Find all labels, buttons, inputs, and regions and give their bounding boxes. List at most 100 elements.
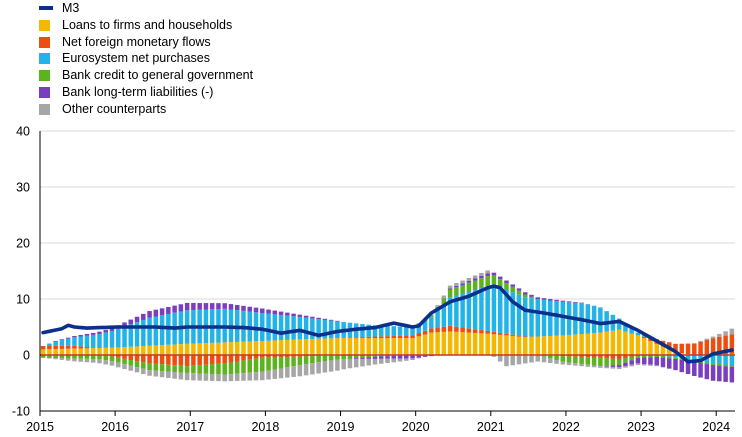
bar-segment [485, 286, 490, 331]
x-tick-label: 2018 [251, 420, 279, 434]
bar-segment [673, 343, 678, 353]
bar-segment [228, 374, 234, 382]
bar-segment [391, 338, 397, 355]
bar-segment [516, 290, 522, 295]
bar-segment [510, 292, 515, 335]
bar-segment [704, 364, 710, 380]
bar-segment [460, 285, 465, 294]
bar-segment [667, 358, 672, 369]
bar-segment [635, 332, 641, 336]
bar-segment [623, 323, 628, 332]
bar-segment [247, 372, 253, 381]
bar-segment [122, 358, 127, 365]
bar-segment [529, 355, 534, 363]
bar-segment [560, 335, 566, 355]
bar-segment [497, 332, 503, 335]
bar-segment [466, 332, 472, 355]
bar-segment [416, 333, 422, 337]
bar-segment [128, 319, 134, 325]
bar-segment [591, 357, 597, 366]
bar-segment [147, 311, 152, 318]
bar-segment [166, 364, 171, 372]
bar-segment [103, 355, 108, 361]
bar-segment [660, 366, 666, 368]
bar-segment [635, 357, 641, 364]
bar-segment [353, 337, 359, 339]
bar-segment [222, 303, 227, 309]
bar-segment [610, 366, 616, 369]
bar-segment [616, 365, 622, 368]
bar-segment [723, 331, 728, 336]
legend-item: Other counterparts [39, 101, 253, 118]
bar-segment [59, 348, 65, 355]
bar-segment [72, 335, 77, 338]
bar-segment [604, 355, 609, 359]
bar-segment [241, 355, 246, 361]
bar-segment [447, 285, 453, 289]
bar-segment [654, 343, 659, 355]
bar-segment [203, 355, 209, 365]
x-tick-label: 2022 [552, 420, 580, 434]
bar-segment [335, 359, 340, 371]
bar-segment [491, 272, 497, 276]
legend-label: Net foreign monetary flows [62, 34, 211, 49]
bar-segment [441, 326, 447, 332]
legend-swatch [39, 86, 50, 98]
bar-segment [141, 355, 146, 363]
bar-segment [172, 371, 177, 379]
bar-segment [278, 340, 284, 355]
bar-segment [585, 333, 591, 355]
bar-segment [122, 322, 127, 327]
bar-segment [422, 330, 428, 335]
y-tick-label: 20 [16, 237, 30, 251]
bar-segment [698, 355, 703, 362]
bar-segment [241, 341, 246, 355]
bar-segment [692, 343, 697, 355]
bar-segment [65, 355, 71, 359]
bar-segment [522, 297, 528, 337]
bar-segment [504, 355, 509, 367]
bar-segment [216, 303, 221, 310]
bar-segment [272, 355, 278, 358]
bar-segment [504, 280, 509, 284]
bar-segment [548, 355, 553, 359]
bar-segment [241, 373, 246, 381]
bar-segment [560, 361, 566, 365]
bar-segment [260, 313, 265, 341]
bar-segment [166, 371, 171, 378]
bar-segment [247, 359, 253, 373]
bar-segment [404, 338, 409, 355]
bar-segment [404, 335, 409, 339]
bar-segment [404, 326, 409, 336]
bar-segment [429, 332, 434, 355]
bar-segment [278, 368, 284, 379]
bar-segment [616, 318, 622, 330]
bar-segment [504, 335, 509, 355]
bar-segment [554, 360, 559, 364]
bar-segment [191, 343, 196, 355]
bar-segment [422, 334, 428, 355]
bar-segment [466, 328, 472, 333]
legend-swatch [39, 19, 50, 31]
bar-segment [47, 343, 52, 346]
bar-segment [723, 366, 728, 382]
bar-segment [479, 278, 484, 289]
bar-segment [623, 362, 628, 367]
bar-segment [591, 333, 597, 355]
bar-segment [159, 315, 165, 346]
bar-segment [72, 348, 77, 355]
bar-segment [710, 355, 716, 364]
bar-segment [717, 365, 722, 382]
bar-segment [141, 313, 146, 320]
bar-segment [573, 356, 578, 364]
bar-segment [391, 358, 397, 363]
bar-segment [573, 301, 578, 303]
bar-segment [209, 355, 215, 365]
bar-segment [78, 346, 83, 349]
bar-segment [97, 348, 102, 355]
bar-segment [360, 355, 365, 358]
m3-line [41, 284, 734, 364]
bar-segment [90, 359, 96, 363]
bar-segment [303, 317, 309, 340]
bar-segment [272, 310, 278, 315]
